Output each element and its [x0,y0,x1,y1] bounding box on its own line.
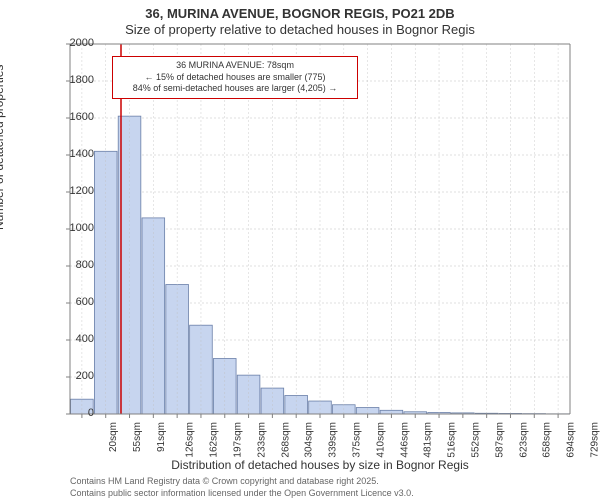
chart-container: 36, MURINA AVENUE, BOGNOR REGIS, PO21 2D… [0,0,600,500]
x-tick: 55sqm [132,422,143,452]
y-tick: 1200 [54,185,94,197]
x-tick: 304sqm [304,422,315,458]
histogram-svg [70,44,570,414]
y-tick: 1000 [54,222,94,234]
x-tick: 658sqm [542,422,553,458]
x-tick: 233sqm [256,422,267,458]
chart-title-line2: Size of property relative to detached ho… [0,22,600,37]
x-tick: 587sqm [494,422,505,458]
y-tick: 0 [54,407,94,419]
y-tick: 200 [54,370,94,382]
x-tick: 162sqm [209,422,220,458]
x-tick: 623sqm [518,422,529,458]
y-tick: 1800 [54,74,94,86]
annotation-line2: ← 15% of detached houses are smaller (77… [119,72,351,84]
x-tick: 729sqm [590,422,600,458]
x-axis-label: Distribution of detached houses by size … [70,458,570,472]
x-tick: 446sqm [399,422,410,458]
x-tick: 91sqm [156,422,167,452]
x-tick: 126sqm [185,422,196,458]
annotation-line1: 36 MURINA AVENUE: 78sqm [119,60,351,72]
footer-line1: Contains HM Land Registry data © Crown c… [70,476,379,486]
y-tick: 1400 [54,148,94,160]
x-tick: 694sqm [566,422,577,458]
chart-title-line1: 36, MURINA AVENUE, BOGNOR REGIS, PO21 2D… [0,6,600,21]
y-tick: 2000 [54,37,94,49]
x-tick: 339sqm [328,422,339,458]
x-tick: 268sqm [280,422,291,458]
y-axis-label: Number of detached properties [0,65,6,230]
x-tick: 197sqm [233,422,244,458]
annotation-box: 36 MURINA AVENUE: 78sqm ← 15% of detache… [112,56,358,99]
annotation-line3: 84% of semi-detached houses are larger (… [119,83,351,95]
x-tick: 552sqm [471,422,482,458]
y-tick: 800 [54,259,94,271]
y-tick: 400 [54,333,94,345]
footer-line2: Contains public sector information licen… [70,488,414,498]
x-tick: 516sqm [447,422,458,458]
x-tick: 20sqm [108,422,119,452]
plot-area: 36 MURINA AVENUE: 78sqm ← 15% of detache… [70,44,570,414]
x-tick: 410sqm [375,422,386,458]
y-tick: 1600 [54,111,94,123]
x-tick: 375sqm [352,422,363,458]
x-tick: 481sqm [423,422,434,458]
y-tick: 600 [54,296,94,308]
